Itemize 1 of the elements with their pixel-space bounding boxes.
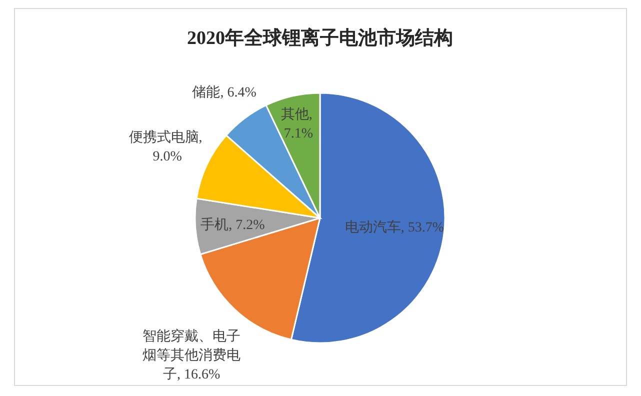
chart-title: 2020年全球锂离子电池市场结构 [187, 27, 453, 49]
